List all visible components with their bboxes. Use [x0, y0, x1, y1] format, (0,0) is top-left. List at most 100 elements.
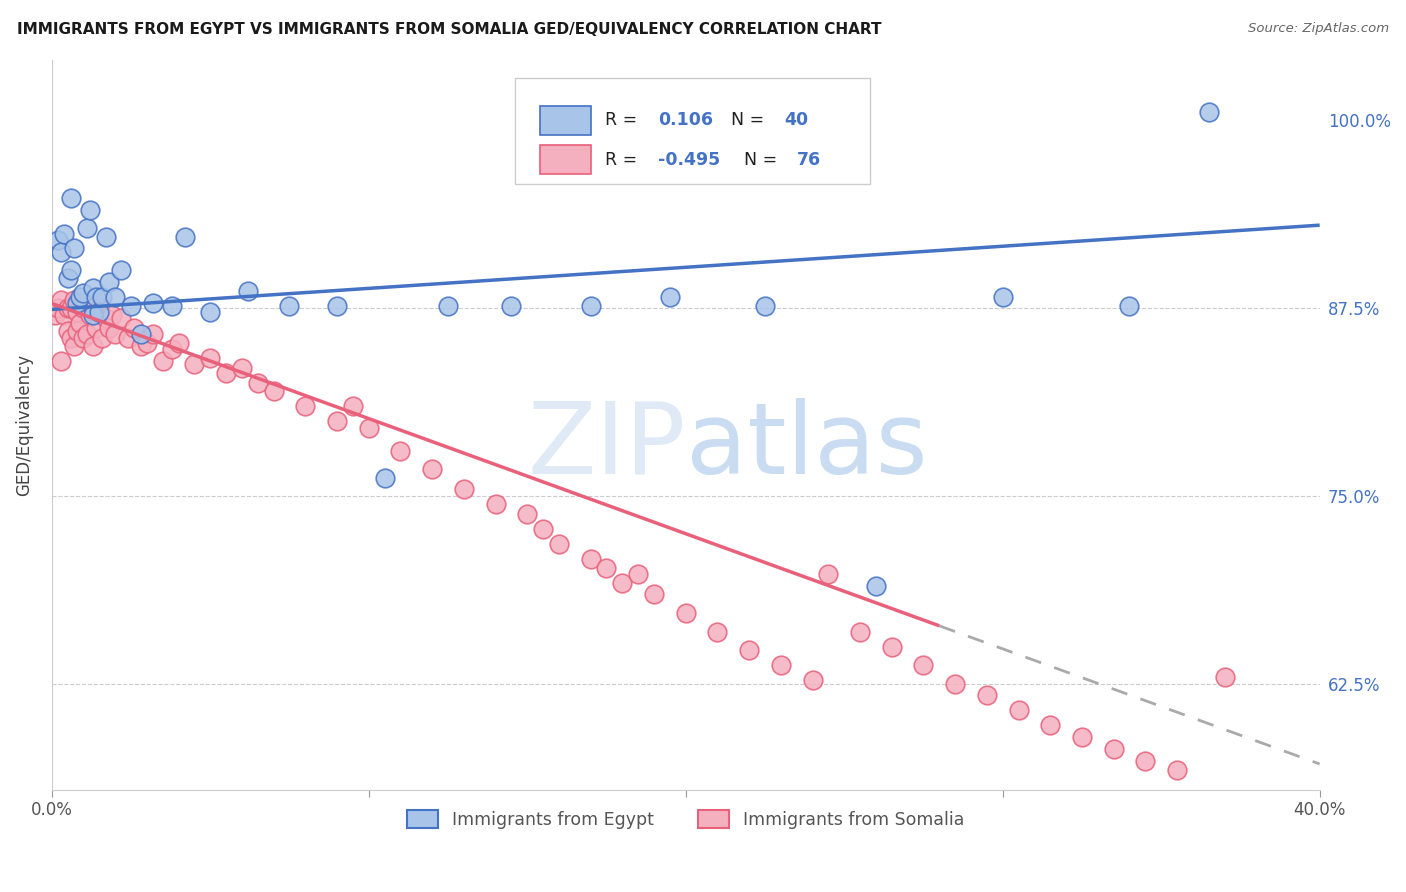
Point [880, 640, 903, 654]
FancyBboxPatch shape [515, 78, 869, 184]
Point [79, 203, 101, 218]
Point [374, 471, 396, 485]
Point [167, 335, 190, 350]
Point [1198, 105, 1220, 120]
Point [326, 300, 349, 314]
Point [658, 290, 681, 304]
Point [160, 300, 183, 314]
Point [72, 301, 94, 315]
Point [238, 285, 260, 299]
Point [72, 331, 94, 345]
Bar [540, 145, 591, 174]
Point [59, 263, 82, 277]
Point [501, 300, 523, 314]
Text: IMMIGRANTS FROM EGYPT VS IMMIGRANTS FROM SOMALIA GED/EQUIVALENCY CORRELATION CHA: IMMIGRANTS FROM EGYPT VS IMMIGRANTS FROM… [17, 22, 882, 37]
Point [675, 607, 697, 621]
Point [59, 301, 82, 315]
Point [122, 320, 145, 334]
Point [579, 552, 602, 566]
Point [44, 309, 66, 323]
Point [548, 537, 571, 551]
Point [101, 309, 124, 323]
Point [56, 301, 79, 315]
Legend: Immigrants from Egypt, Immigrants from Somalia: Immigrants from Egypt, Immigrants from S… [401, 803, 972, 836]
Point [579, 300, 602, 314]
Text: R =: R = [605, 151, 643, 169]
Point [110, 263, 132, 277]
Text: -0.495: -0.495 [658, 151, 720, 169]
Point [59, 331, 82, 345]
Point [129, 338, 152, 352]
Point [69, 290, 91, 304]
Point [56, 270, 79, 285]
Point [135, 335, 157, 350]
Point [263, 384, 285, 398]
Point [754, 300, 776, 314]
Point [104, 290, 127, 304]
Point [1102, 742, 1125, 756]
Point [453, 482, 475, 496]
Text: Source: ZipAtlas.com: Source: ZipAtlas.com [1249, 22, 1389, 36]
Point [1071, 730, 1094, 744]
Point [231, 361, 253, 376]
Text: 0.106: 0.106 [658, 112, 713, 129]
Point [437, 300, 460, 314]
Point [89, 301, 111, 315]
Point [66, 305, 89, 319]
Point [76, 326, 98, 341]
Point [1213, 670, 1236, 684]
Point [66, 324, 89, 338]
Point [82, 301, 104, 315]
Point [110, 311, 132, 326]
Text: R =: R = [605, 112, 643, 129]
Point [82, 281, 104, 295]
Point [59, 191, 82, 205]
Point [912, 657, 935, 672]
Point [278, 300, 301, 314]
Point [246, 376, 269, 391]
Point [91, 331, 114, 345]
Point [120, 300, 142, 314]
Point [326, 414, 349, 428]
Point [173, 230, 195, 244]
Point [294, 399, 316, 413]
Point [183, 357, 205, 371]
Point [142, 296, 165, 310]
Point [160, 342, 183, 356]
Point [51, 353, 73, 368]
Point [97, 276, 120, 290]
Point [484, 497, 506, 511]
Point [117, 331, 139, 345]
Point [129, 326, 152, 341]
Point [152, 353, 174, 368]
Point [142, 326, 165, 341]
Point [200, 351, 222, 365]
Point [612, 576, 634, 591]
Point [706, 624, 728, 639]
Point [357, 421, 380, 435]
Point [46, 301, 69, 315]
Point [1166, 763, 1188, 777]
Point [104, 326, 127, 341]
Point [643, 587, 665, 601]
Point [63, 241, 86, 255]
Text: atlas: atlas [686, 398, 928, 495]
Point [516, 507, 538, 521]
Point [82, 309, 104, 323]
Point [51, 245, 73, 260]
Point [943, 677, 966, 691]
Point [849, 624, 872, 639]
Point [94, 230, 117, 244]
Point [991, 290, 1014, 304]
Point [976, 688, 998, 702]
Point [94, 311, 117, 326]
Point [420, 462, 443, 476]
Point [738, 642, 761, 657]
Point [1007, 703, 1029, 717]
Point [91, 290, 114, 304]
Text: N =: N = [731, 112, 770, 129]
Point [46, 233, 69, 247]
Point [53, 309, 76, 323]
Point [595, 561, 617, 575]
Point [801, 673, 824, 687]
